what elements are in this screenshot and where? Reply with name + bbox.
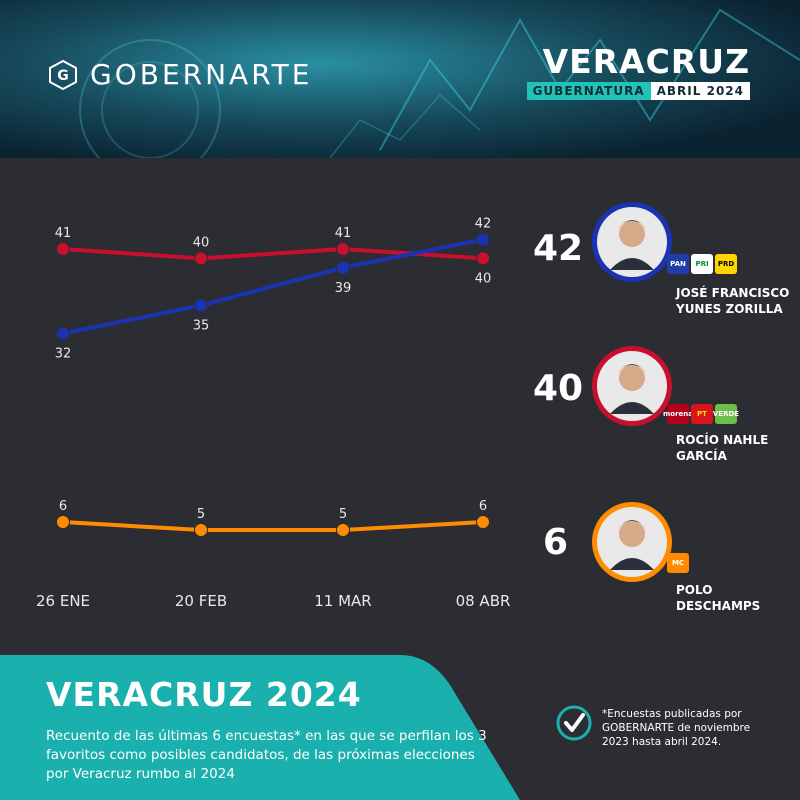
header-banner: G GOBERNARTE VERACRUZ GUBERNATURA ABRIL …	[0, 0, 800, 158]
data-label: 39	[335, 281, 352, 296]
footer-title: VERACRUZ 2024	[46, 675, 362, 714]
candidate-name-line1: POLO	[676, 583, 713, 597]
party-logo-morena: morena	[663, 404, 693, 424]
avatar-icon	[597, 507, 667, 577]
candidate-name: JOSÉ FRANCISCO YUNES ZORILLA	[676, 285, 789, 317]
data-point	[194, 523, 208, 537]
data-point	[336, 242, 350, 256]
candidate-photo	[592, 346, 672, 426]
data-point	[194, 298, 208, 313]
svg-text:G: G	[57, 68, 69, 84]
data-point	[194, 251, 208, 266]
party-logo-prd: PRD	[715, 254, 737, 274]
data-point	[476, 232, 490, 247]
candidate-score: 6	[543, 522, 569, 563]
x-tick-label: 20 FEB	[175, 592, 227, 610]
data-point	[56, 326, 70, 341]
candidate-score: 40	[533, 368, 584, 409]
candidate-name-line1: ROCÍO NAHLE	[676, 433, 769, 447]
gobernarte-logo-icon: G	[49, 59, 77, 90]
x-tick-label: 08 ABR	[456, 592, 511, 610]
footer-description: Recuento de las últimas 6 encuestas* en …	[46, 728, 487, 782]
data-label: 41	[55, 226, 72, 241]
data-point	[56, 515, 70, 529]
subtitle-date: ABRIL 2024	[650, 82, 750, 100]
data-label: 5	[197, 507, 205, 522]
check-circle-icon	[556, 705, 592, 741]
party-logo-verde: VERDE	[713, 404, 739, 424]
candidate-name-line2: GARCÍA	[676, 449, 727, 463]
data-point	[336, 523, 350, 537]
data-label: 32	[55, 347, 72, 362]
data-label: 42	[475, 217, 492, 232]
avatar-icon	[597, 207, 667, 277]
party-logo-pan: PAN	[667, 254, 689, 274]
brand-name: GOBERNARTE	[90, 58, 313, 91]
series-line-1	[62, 237, 484, 336]
candidate-name: POLO DESCHAMPS	[676, 582, 760, 614]
subtitle-gubernatura: GUBERNATURA	[526, 82, 651, 100]
data-label: 6	[59, 499, 67, 514]
candidate-name: ROCÍO NAHLE GARCÍA	[676, 432, 768, 464]
state-title: VERACRUZ GUBERNATURA ABRIL 2024	[526, 42, 750, 100]
party-logo-pt: PT	[691, 404, 713, 424]
x-tick-label: 11 MAR	[314, 592, 371, 610]
series-line-2	[62, 520, 484, 532]
candidate-score: 42	[533, 228, 584, 269]
brand-logo: G GOBERNARTE	[48, 58, 312, 91]
party-logo-pri: PRI	[691, 254, 713, 274]
data-point	[476, 515, 490, 529]
party-logo-mc: MC	[667, 553, 689, 573]
footer-note: *Encuestas publicadas por GOBERNARTE de …	[602, 708, 751, 748]
data-label: 41	[335, 226, 352, 241]
poll-line-chart: 41 40 41 40 32 35 39 42 6 5 5 6 26 ENE 20 FEB 11 MAR 08…	[36, 217, 511, 610]
state-name: VERACRUZ	[542, 42, 750, 81]
data-label: 5	[339, 507, 347, 522]
candidate-photo	[592, 202, 672, 282]
data-label: 40	[193, 235, 210, 250]
candidate-name-line2: YUNES ZORILLA	[676, 302, 783, 316]
data-point	[56, 242, 70, 256]
candidate-name-line1: JOSÉ FRANCISCO	[676, 286, 790, 300]
candidate-photo	[592, 502, 672, 582]
avatar-icon	[597, 351, 667, 421]
data-label: 6	[479, 499, 487, 514]
data-point	[336, 260, 350, 275]
footer-background	[0, 655, 800, 800]
data-point	[476, 251, 490, 266]
data-label: 40	[475, 271, 492, 286]
footer: VERACRUZ 2024 Recuento de las últimas 6 …	[0, 655, 800, 800]
data-label: 35	[193, 318, 210, 333]
candidate-name-line2: DESCHAMPS	[676, 599, 761, 613]
x-tick-label: 26 ENE	[36, 592, 90, 610]
